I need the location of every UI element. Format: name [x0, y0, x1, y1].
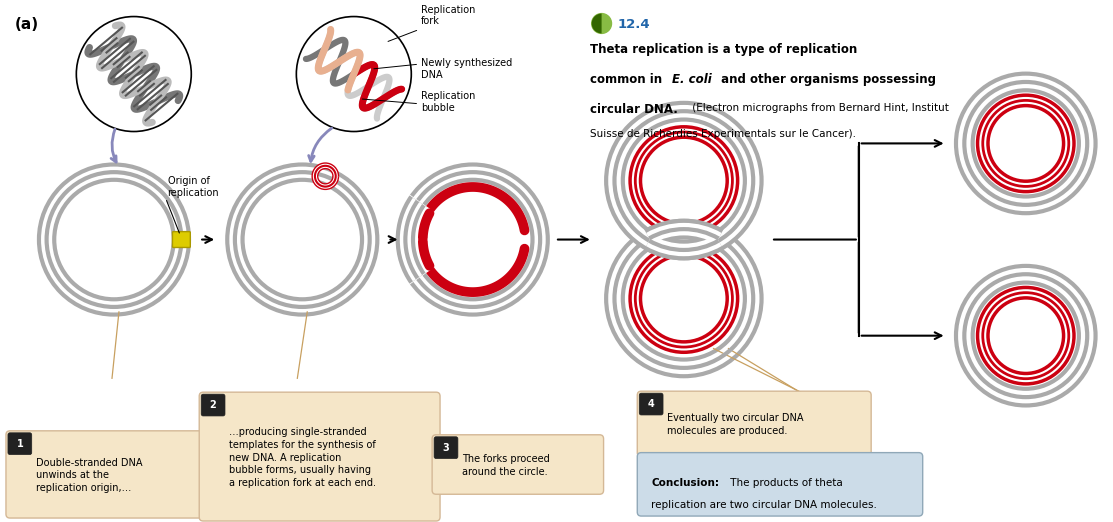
Wedge shape — [592, 14, 602, 33]
Circle shape — [592, 14, 611, 33]
Text: Eventually two circular DNA
molecules are produced.: Eventually two circular DNA molecules ar… — [667, 413, 804, 436]
FancyBboxPatch shape — [201, 394, 225, 416]
Text: …producing single-stranded
templates for the synthesis of
new DNA. A replication: …producing single-stranded templates for… — [229, 427, 376, 488]
Text: The forks proceed
around the circle.: The forks proceed around the circle. — [462, 454, 550, 477]
Text: Suisse de Richerdies Experimentals sur le Cancer).: Suisse de Richerdies Experimentals sur l… — [590, 128, 856, 138]
FancyBboxPatch shape — [638, 391, 871, 457]
Text: Newly synthesized
DNA: Newly synthesized DNA — [421, 58, 512, 80]
FancyBboxPatch shape — [639, 393, 663, 415]
FancyBboxPatch shape — [432, 435, 603, 494]
Text: and other organisms possessing: and other organisms possessing — [717, 73, 936, 86]
Text: (a): (a) — [14, 17, 39, 31]
FancyBboxPatch shape — [8, 433, 32, 455]
Text: circular DNA.: circular DNA. — [590, 103, 678, 116]
Text: (Electron micrographs from Bernard Hint, Institut: (Electron micrographs from Bernard Hint,… — [689, 103, 948, 113]
Text: The products of theta: The products of theta — [728, 478, 844, 489]
Text: Replication
bubble: Replication bubble — [421, 91, 475, 113]
FancyBboxPatch shape — [434, 437, 457, 458]
Circle shape — [953, 70, 1100, 217]
Wedge shape — [395, 195, 473, 284]
Circle shape — [602, 217, 765, 380]
FancyBboxPatch shape — [199, 392, 440, 521]
Text: replication are two circular DNA molecules.: replication are two circular DNA molecul… — [651, 500, 877, 510]
Text: 1: 1 — [17, 438, 23, 449]
Text: Theta replication is a type of replication: Theta replication is a type of replicati… — [590, 43, 857, 56]
FancyBboxPatch shape — [173, 232, 190, 247]
Circle shape — [77, 17, 191, 132]
Text: 3: 3 — [443, 443, 450, 453]
Text: 12.4: 12.4 — [618, 18, 650, 31]
Circle shape — [602, 99, 765, 262]
Text: Replication
fork: Replication fork — [421, 5, 475, 27]
FancyBboxPatch shape — [638, 453, 923, 516]
Circle shape — [296, 17, 412, 132]
Ellipse shape — [659, 224, 709, 255]
Text: E. coli: E. coli — [672, 73, 711, 86]
Text: common in: common in — [590, 73, 666, 86]
FancyBboxPatch shape — [6, 431, 207, 518]
Text: Origin of
replication: Origin of replication — [167, 175, 219, 198]
Text: 2: 2 — [209, 400, 216, 410]
Text: Double-stranded DNA
unwinds at the
replication origin,…: Double-stranded DNA unwinds at the repli… — [36, 458, 142, 493]
Text: 4: 4 — [648, 399, 654, 409]
Circle shape — [953, 263, 1100, 409]
Text: Conclusion:: Conclusion: — [651, 478, 719, 489]
Circle shape — [395, 162, 550, 317]
